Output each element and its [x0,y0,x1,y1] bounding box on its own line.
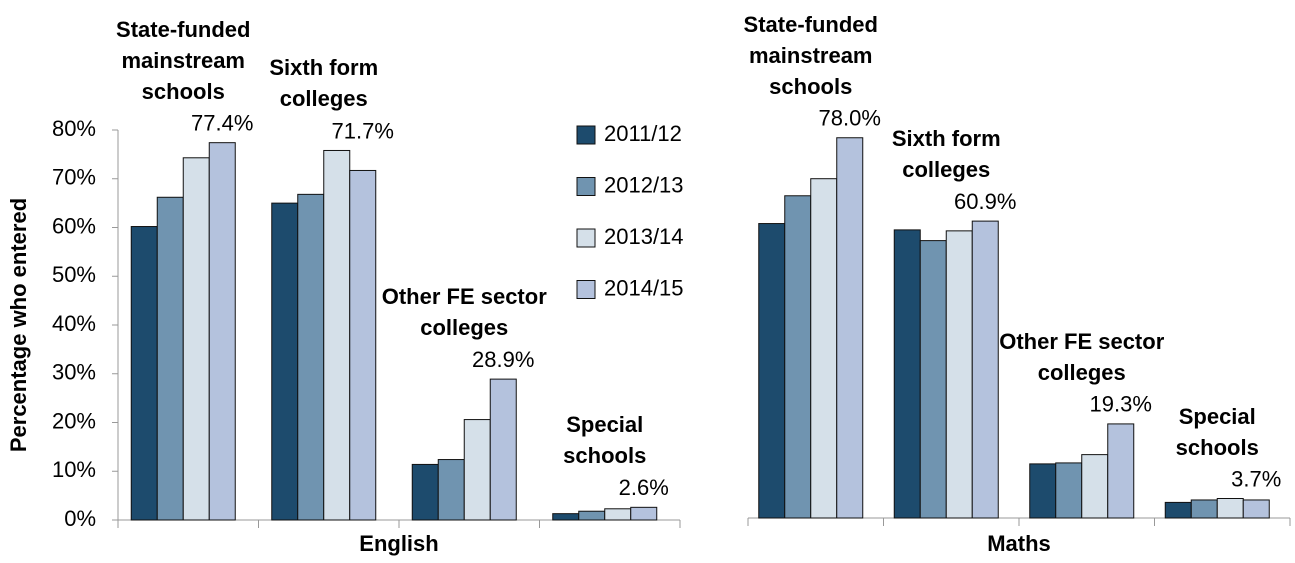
category-label: State-funded mainstream schools [116,16,251,104]
value-label: 71.7% [332,118,394,143]
bar [1029,463,1057,519]
y-axis-label: Percentage who entered [6,198,31,452]
category-label: State-funded mainstream schools [743,11,878,99]
bar [893,229,921,519]
y-tick-label: 40% [52,311,96,336]
category-label: Special schools [1175,403,1259,460]
bar [463,419,491,521]
bar [156,196,184,521]
value-label: 78.0% [819,106,881,131]
legend-label: 2014/15 [604,275,684,300]
legend-swatch [576,177,596,196]
bar [1055,462,1083,519]
value-label: 28.9% [472,347,534,372]
legend-swatch [576,280,596,299]
category-label: Special schools [563,412,647,469]
legend-swatch [576,228,596,248]
bar [411,463,439,521]
bar [836,137,864,519]
value-label: 2.6% [619,475,669,500]
x-axis-label: Maths [987,531,1051,556]
category-label: Sixth form colleges [891,126,1001,183]
legend-label: 2013/14 [604,224,684,249]
bar [271,202,299,521]
bar [130,226,158,521]
bar [323,149,351,521]
bar [945,230,973,519]
y-tick-label: 50% [52,262,96,287]
y-tick-label: 10% [52,457,96,482]
bar [971,220,999,519]
legend-swatch [576,125,596,145]
bar [1164,501,1192,519]
bar [578,510,606,521]
bar [810,178,838,519]
category-label: Sixth form colleges [269,55,379,112]
bar [349,169,377,521]
bar [552,513,580,521]
bar [437,459,465,521]
bar [1190,499,1218,519]
bar [630,506,658,521]
value-label: 3.7% [1231,466,1281,491]
y-tick-label: 80% [52,116,96,141]
category-label: Other FE sector colleges [381,284,547,341]
bar [1242,499,1270,519]
bar [1107,423,1135,519]
value-label: 19.3% [1090,392,1152,417]
bar [919,240,947,519]
y-tick-label: 60% [52,213,96,238]
category-label: Other FE sector colleges [999,328,1165,385]
legend-label: 2012/13 [604,172,684,197]
bar [604,508,632,521]
bar [784,195,812,519]
y-tick-label: 0% [64,506,96,531]
value-label: 77.4% [191,110,253,135]
x-axis-label: English [359,531,438,556]
bar [208,142,236,521]
bar [489,378,517,521]
y-tick-label: 70% [52,165,96,190]
bar [1216,498,1244,519]
bar [758,223,786,519]
legend-label: 2011/12 [604,121,682,146]
y-tick-label: 30% [52,360,96,385]
value-label: 60.9% [954,189,1016,214]
bar [1081,454,1109,519]
bar [297,193,325,521]
y-tick-label: 20% [52,408,96,433]
bar [182,157,210,521]
